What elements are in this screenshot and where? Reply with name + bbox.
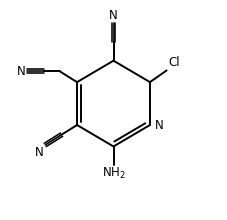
Text: N: N xyxy=(155,119,163,132)
Text: N: N xyxy=(35,146,44,159)
Text: Cl: Cl xyxy=(168,56,180,69)
Text: N: N xyxy=(109,9,118,22)
Text: NH$_2$: NH$_2$ xyxy=(102,166,125,181)
Text: N: N xyxy=(17,65,25,78)
